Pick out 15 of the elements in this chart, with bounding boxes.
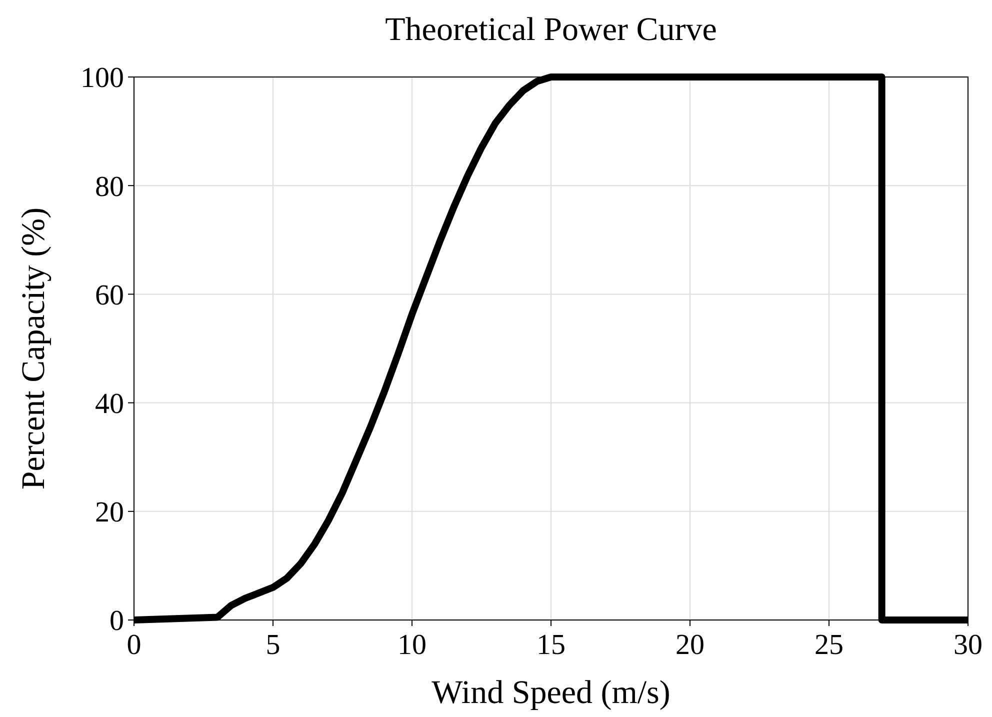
chart-title: Theoretical Power Curve: [385, 12, 717, 48]
y-tick-label: 20: [95, 496, 124, 529]
x-tick-label: 30: [954, 629, 982, 661]
x-tick-label: 25: [814, 629, 844, 661]
x-axis-title: Wind Speed (m/s): [432, 675, 670, 711]
x-tick-label: 10: [398, 629, 426, 661]
y-axis-title: Percent Capacity (%): [16, 207, 52, 490]
x-tick-label: 5: [266, 629, 280, 661]
x-tick-label: 20: [676, 629, 704, 661]
y-tick-label: 0: [110, 605, 124, 638]
y-tick-label: 60: [95, 279, 124, 312]
y-tick-label: 80: [95, 170, 124, 203]
x-tick-label: 15: [536, 629, 566, 661]
y-tick-label: 100: [80, 62, 124, 94]
y-tick-label: 40: [95, 388, 124, 420]
